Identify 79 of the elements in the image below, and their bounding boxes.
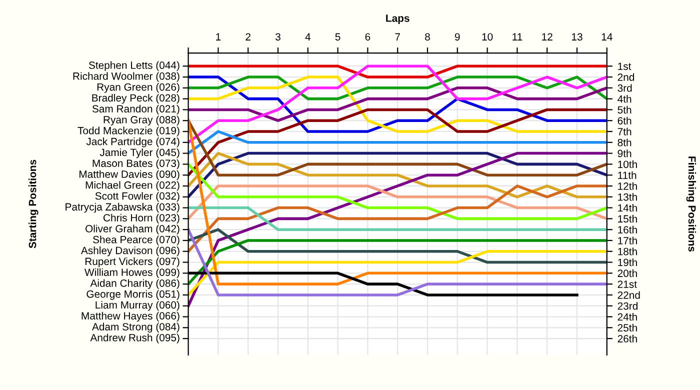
y-tick-label: 1st [618, 62, 632, 70]
line-series [188, 184, 607, 253]
text: Richard Woolmer (038) [73, 72, 180, 82]
text: William Howes (099) [84, 268, 180, 278]
text: Patrycja Zabawska (033) [66, 202, 180, 213]
text: Matthew Davies (090) [80, 170, 180, 180]
x-tick-label: 4 [305, 33, 310, 40]
y-tick-label: 11th [618, 171, 636, 179]
y-tick-label: 18th [618, 248, 637, 256]
text: Adam Strong (084) [92, 322, 180, 333]
y-tick-label: 9th [618, 150, 632, 158]
text: George Morris (051) [86, 290, 180, 300]
line-series [188, 64, 607, 144]
y-tick-label: 7th [618, 128, 632, 136]
x-tick-label: 11 [512, 33, 522, 40]
y-tick-label: 14th [618, 204, 637, 212]
x-tick-label: 3 [276, 33, 280, 41]
y-tick-label: 24th [618, 312, 637, 321]
text: Rupert Vickers (097) [85, 257, 180, 268]
text: Starting Positions [28, 160, 38, 248]
x-tick-label: 12 [542, 33, 552, 40]
text: Andrew Rush (095) [90, 334, 180, 344]
x-tick-label: 7 [395, 33, 400, 40]
text: Chris Horn (023) [104, 214, 180, 224]
line-series [188, 152, 607, 198]
y-tick-label: 6th [618, 116, 632, 124]
text: Jamie Tyler (045) [100, 148, 180, 158]
y-tick-label: 20th [618, 269, 637, 278]
y-tick-label: 4th [618, 95, 632, 103]
text: Todd Mackenzie (019) [78, 126, 180, 136]
y-tick-label: 12th [618, 182, 637, 190]
text: Liam Murray (060) [96, 301, 180, 311]
text: Jack Partridge (074) [86, 138, 180, 148]
y-tick-label: 23rd [618, 302, 638, 310]
y-tick-label: 17th [618, 236, 637, 244]
text: Stephen Letts (044) [88, 61, 180, 71]
x-tick-label: 1 [216, 33, 221, 40]
line-series [188, 162, 607, 220]
text: Aidan Charity (086) [90, 279, 180, 289]
line-series [188, 86, 607, 122]
x-tick-label: 8 [425, 33, 430, 41]
line-series [188, 108, 607, 176]
x-tick-label: 6 [365, 33, 370, 41]
text: Sam Randon (021) [92, 104, 180, 115]
y-tick-label: 22nd [618, 291, 640, 299]
x-axis-title: Laps [386, 14, 410, 24]
y-tick-label: 3rd [618, 84, 632, 92]
line-series [188, 76, 607, 133]
text: Ryan Green (026) [97, 83, 180, 93]
y-axis-title: Finishing Positions [686, 156, 696, 252]
y-tick-label: 13th [618, 193, 637, 201]
y-tick-label: 26th [618, 334, 637, 342]
x-tick-label: 5 [335, 33, 340, 41]
line-series [188, 228, 607, 264]
y-tick-label: 2nd [618, 73, 634, 81]
y-tick-label: 10th [618, 160, 637, 168]
x-tick-label: 13 [572, 33, 582, 41]
text: Oliver Graham (042) [86, 224, 180, 234]
x-tick-label: 14 [602, 33, 612, 40]
y-tick-label: 16th [618, 226, 637, 234]
text: Michael Green (022) [86, 181, 180, 191]
x-tick-label: 10 [482, 33, 493, 41]
y-tick-label: 15th [618, 214, 637, 223]
y-tick-label: 5th [618, 106, 632, 114]
text: Ryan Gray (088) [104, 116, 180, 126]
y-tick-label: 25th [618, 324, 637, 332]
text: Shea Pearce (070) [93, 236, 180, 246]
text: Matthew Hayes (066) [82, 312, 180, 322]
text: Ashley Davison (096) [80, 246, 180, 256]
x-tick-label: 2 [246, 33, 250, 40]
y-tick-label: 19th [618, 258, 637, 266]
line-series [188, 152, 607, 308]
y-tick-label: 8th [618, 138, 632, 146]
text: Mason Bates (073) [92, 159, 180, 170]
text: Bradley Peck (028) [92, 94, 180, 104]
text: Scott Fowler (032) [95, 192, 180, 202]
line-series [188, 184, 607, 220]
x-tick-label: 9 [454, 33, 460, 41]
y-tick-label: 21st [618, 280, 637, 288]
